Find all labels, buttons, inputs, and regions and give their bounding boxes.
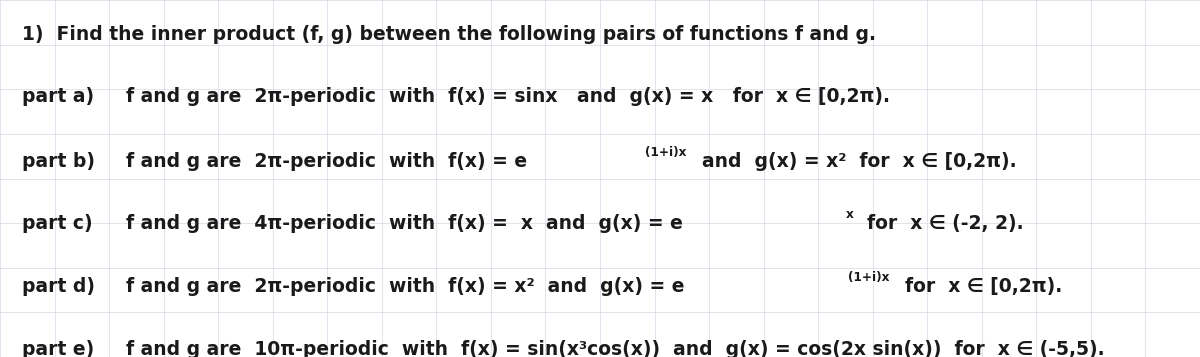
Text: part e): part e) xyxy=(22,340,94,357)
Text: for  x ∈ (-2, 2).: for x ∈ (-2, 2). xyxy=(854,214,1024,233)
Text: part c): part c) xyxy=(22,214,92,233)
Text: part a): part a) xyxy=(22,87,94,106)
Text: f and g are  4π-periodic  with  f(x) =  x  and  g(x) = e: f and g are 4π-periodic with f(x) = x an… xyxy=(126,214,683,233)
Text: x: x xyxy=(846,208,853,221)
Text: (1+i)x: (1+i)x xyxy=(644,146,686,159)
Text: for  x ∈ [0,2π).: for x ∈ [0,2π). xyxy=(893,277,1062,296)
Text: f and g are  2π-periodic  with  f(x) = x²  and  g(x) = e: f and g are 2π-periodic with f(x) = x² a… xyxy=(126,277,684,296)
Text: 1)  Find the inner product (f, g) between the following pairs of functions f and: 1) Find the inner product (f, g) between… xyxy=(22,25,876,44)
Text: f and g are  10π-periodic  with  f(x) = sin(x³cos(x))  and  g(x) = cos(2x sin(x): f and g are 10π-periodic with f(x) = sin… xyxy=(126,340,1105,357)
Text: part b): part b) xyxy=(22,152,95,171)
Text: and  g(x) = x²  for  x ∈ [0,2π).: and g(x) = x² for x ∈ [0,2π). xyxy=(689,152,1016,171)
Text: f and g are  2π-periodic  with  f(x) = sinx   and  g(x) = x   for  x ∈ [0,2π).: f and g are 2π-periodic with f(x) = sinx… xyxy=(126,87,890,106)
Text: (1+i)x: (1+i)x xyxy=(848,271,889,284)
Text: f and g are  2π-periodic  with  f(x) = e: f and g are 2π-periodic with f(x) = e xyxy=(126,152,527,171)
Text: part d): part d) xyxy=(22,277,95,296)
